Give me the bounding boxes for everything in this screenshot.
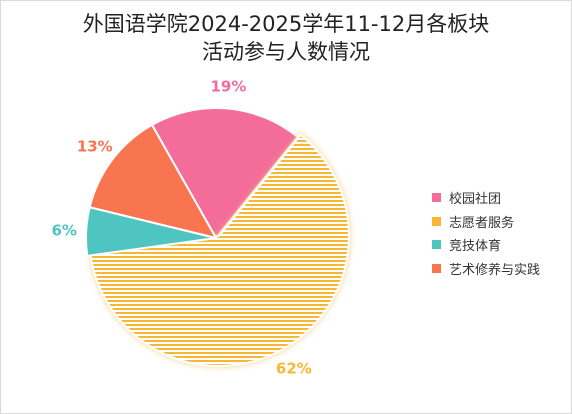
slice-2-label: 62%	[276, 359, 312, 377]
legend-label-1: 校园社团	[449, 192, 502, 208]
chart-title-line-2: 活动参与人数情况	[202, 40, 370, 64]
legend-item-1[interactable]: 校园社团	[432, 186, 540, 210]
legend-label-4: 艺术修养与实践	[449, 262, 541, 278]
legend-item-2[interactable]: 志愿者服务	[432, 210, 540, 234]
legend-swatch-4	[432, 263, 441, 273]
slice-1[interactable]	[150, 107, 300, 240]
legend-item-4[interactable]: 艺术修养与实践	[432, 257, 540, 281]
legend-swatch-1	[432, 193, 441, 203]
slice-2[interactable]	[89, 133, 350, 367]
legend-label-3: 竞技体育	[449, 239, 502, 255]
legend-swatch-3	[432, 240, 441, 250]
legend: 校园社团志愿者服务竞技体育艺术修养与实践	[432, 186, 540, 280]
legend-swatch-2	[432, 216, 441, 226]
legend-label-2: 志愿者服务	[449, 215, 515, 231]
slice-1-label: 19%	[211, 78, 247, 96]
slice-4-label: 13%	[77, 137, 113, 155]
chart-title-line-1: 外国语学院2024-2025学年11-12月各板块	[82, 12, 490, 36]
slice-3-label: 6%	[51, 221, 76, 239]
legend-item-3[interactable]: 竞技体育	[432, 233, 540, 257]
slice-4[interactable]	[88, 123, 219, 240]
chart-title: 外国语学院2024-2025学年11-12月各板块 活动参与人数情况	[0, 10, 572, 66]
